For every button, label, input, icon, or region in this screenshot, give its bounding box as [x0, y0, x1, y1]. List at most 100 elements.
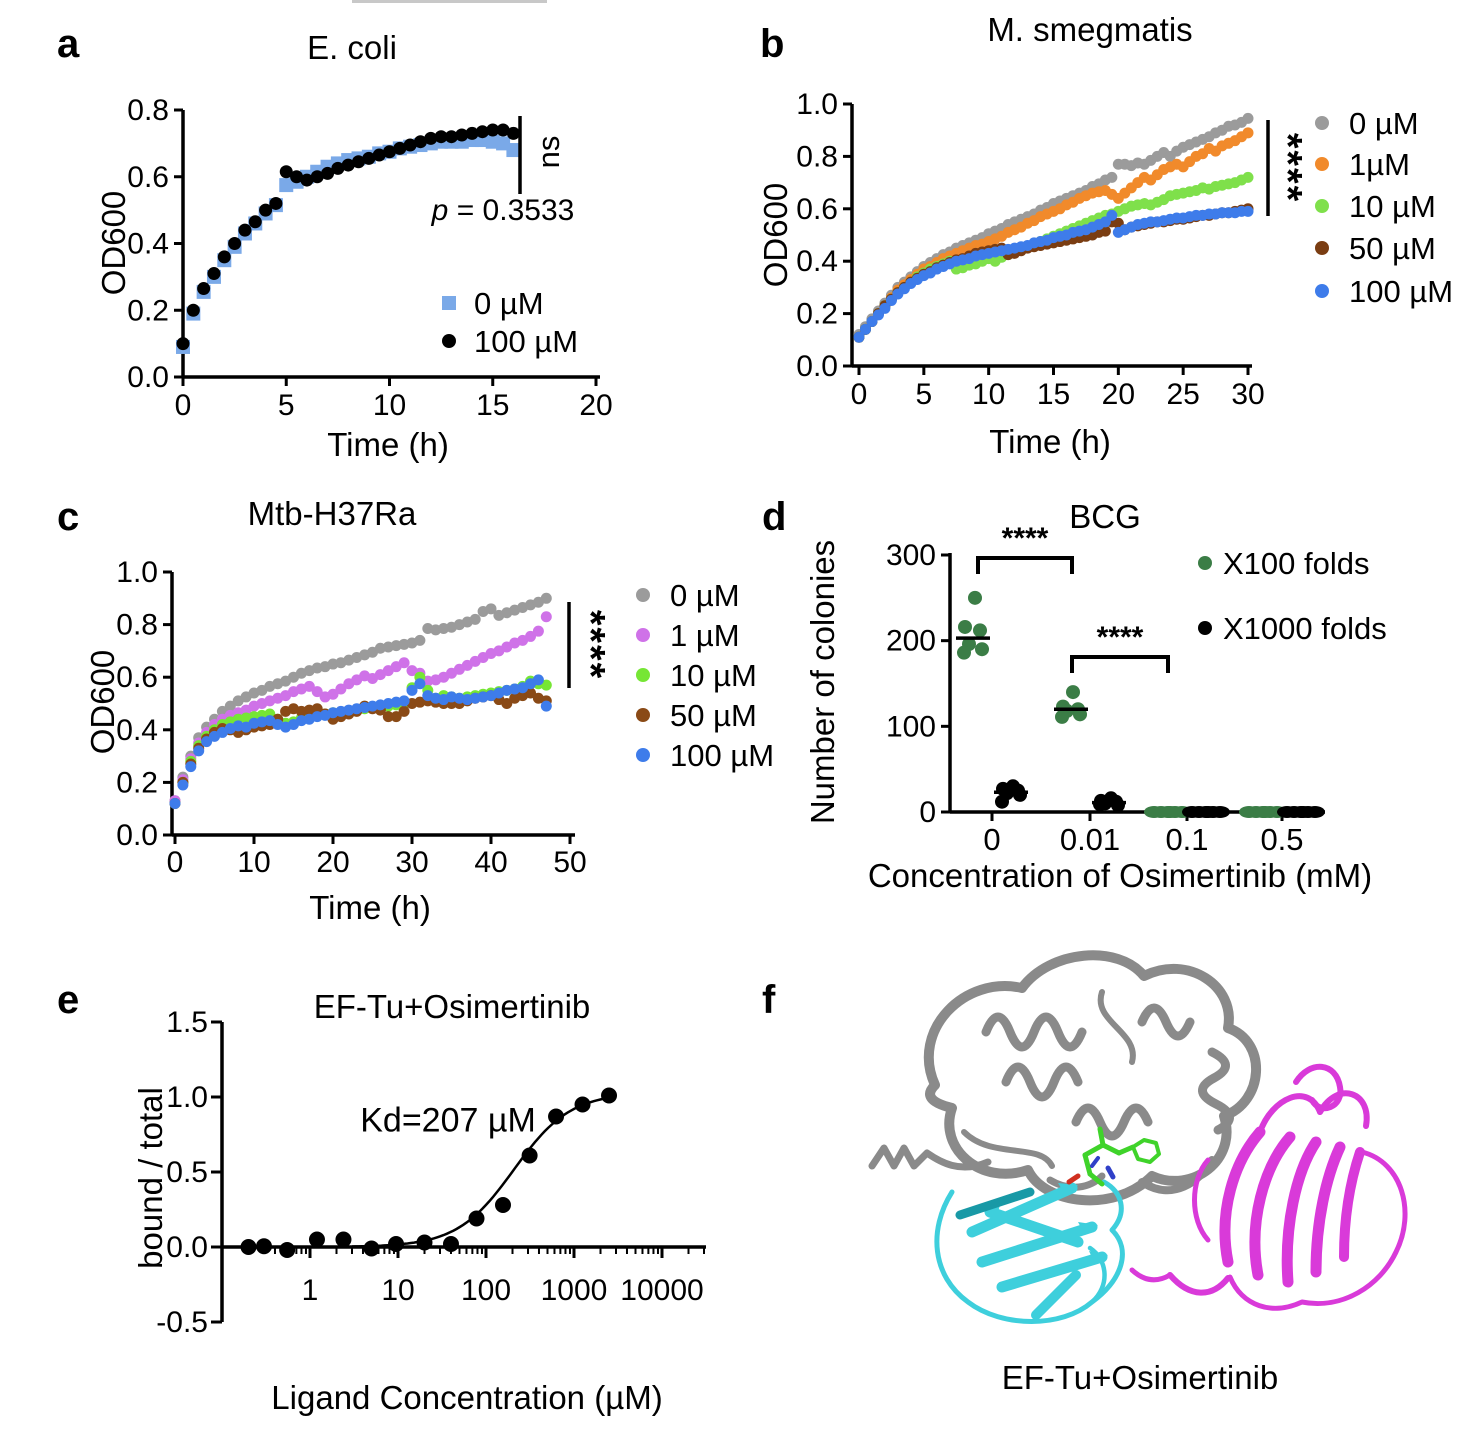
legend-marker [636, 588, 650, 602]
barrel-strand [1281, 1136, 1322, 1288]
x-tick-label: 30 [395, 846, 428, 879]
ligand-ring [1131, 1138, 1161, 1164]
data-point [416, 1234, 433, 1251]
legend-marker [1315, 116, 1329, 130]
beta-strand-shaded [955, 1187, 1035, 1220]
y-tick-label: 0.8 [116, 609, 158, 642]
ef-tu-helix [1001, 1062, 1083, 1102]
data-point [1066, 685, 1080, 700]
data-point [521, 1147, 538, 1164]
y-tick-label: 1.0 [166, 1081, 208, 1114]
x-tick-label: 40 [474, 846, 507, 879]
data-point [601, 1087, 618, 1104]
p-symbol: p [431, 194, 449, 227]
y-tick-label: 0.0 [116, 819, 158, 852]
significance-bracket [1070, 655, 1170, 673]
panel-b-x-axis-title: Time (h) [989, 423, 1111, 460]
data-point [259, 203, 273, 217]
barrel-strand [1339, 1147, 1365, 1262]
x-tick-label: 20 [1102, 378, 1135, 411]
category-label: 0 [983, 822, 1000, 857]
data-point [279, 165, 293, 179]
data-point [995, 794, 1009, 809]
data-point [311, 686, 323, 698]
data-point [341, 158, 355, 172]
panel-c-x-axis-title: Time (h) [309, 889, 431, 926]
legend-marker [1315, 284, 1329, 298]
domain-3-loop [1192, 1157, 1211, 1243]
data-point [193, 745, 205, 757]
ligand-nitrogen-bond [1105, 1165, 1116, 1180]
beta-strand [966, 1182, 1078, 1238]
data-point [398, 705, 410, 717]
y-tick-label: 0.0 [127, 361, 169, 394]
data-point [1255, 806, 1275, 818]
beta-strand [984, 1206, 1084, 1248]
panel-a-x-axis-title: Time (h) [327, 426, 449, 463]
ef-tu-loop [1097, 989, 1136, 1065]
legend-label: 0 µM [1349, 106, 1419, 141]
legend-marker [1198, 556, 1212, 570]
ligand-bond [1097, 1126, 1106, 1148]
x-tick-label: 0 [175, 389, 192, 422]
data-point [398, 695, 410, 707]
panel-e-kd-annotation: Kd=207 µM [360, 1101, 536, 1140]
data-point [525, 630, 536, 642]
data-point [352, 155, 366, 169]
data-point [238, 223, 252, 237]
legend-label: X1000 folds [1223, 611, 1387, 646]
ef-tu-loop [1138, 1156, 1216, 1195]
ligand-bond [1116, 1144, 1136, 1156]
data-point [1198, 806, 1218, 818]
domain-3-ribbons [1129, 1063, 1408, 1311]
x-tick-label: 1 [302, 1274, 319, 1307]
y-tick-label: 300 [886, 539, 936, 572]
panel-b-title: M. smegmatis [987, 11, 1193, 48]
fit-curve [351, 1095, 614, 1248]
ligand-bond [1087, 1171, 1105, 1187]
data-point [525, 687, 536, 699]
y-tick-label: 0.2 [116, 766, 158, 799]
data-point [303, 680, 315, 692]
data-point [540, 611, 552, 623]
data-point [240, 1239, 257, 1255]
y-tick-label: 0.5 [166, 1156, 208, 1189]
significance-stars: **** [1002, 522, 1049, 555]
y-tick-label: 200 [886, 625, 936, 658]
data-point [506, 126, 520, 140]
x-tick-label: 0 [851, 378, 868, 411]
data-point [1242, 112, 1254, 124]
panel-e-letter: e [57, 978, 80, 1022]
data-point [853, 331, 865, 343]
domain-2-ribbons [934, 1179, 1125, 1324]
data-point [1160, 806, 1180, 818]
data-point [434, 130, 448, 144]
data-point [413, 135, 427, 149]
legend-label: 100 µM [474, 324, 578, 359]
data-point [308, 1231, 325, 1248]
data-point [1013, 787, 1027, 802]
x-tick-label: 10000 [620, 1274, 703, 1307]
legend-marker [1315, 157, 1329, 171]
legend-label: 100 µM [1349, 274, 1453, 309]
legend-label: X100 folds [1223, 546, 1370, 581]
legend-marker [442, 334, 456, 348]
data-point [540, 679, 552, 691]
x-tick-label: 30 [1231, 378, 1264, 411]
data-point [540, 592, 552, 604]
data-point [574, 1096, 591, 1113]
ef-tu-domain-ribbons [868, 950, 1262, 1206]
data-point [201, 736, 213, 748]
data-point [327, 688, 339, 700]
panel-b-letter: b [760, 22, 785, 66]
x-tick-label: 20 [316, 846, 349, 879]
strand-arrowhead [1078, 1222, 1098, 1235]
data-point [1055, 709, 1069, 724]
data-point [382, 711, 394, 723]
data-point [290, 170, 304, 184]
domain-3-loop [1129, 1267, 1173, 1283]
x-tick-label: 0 [167, 846, 184, 879]
data-point [414, 634, 426, 646]
data-point [465, 126, 479, 140]
